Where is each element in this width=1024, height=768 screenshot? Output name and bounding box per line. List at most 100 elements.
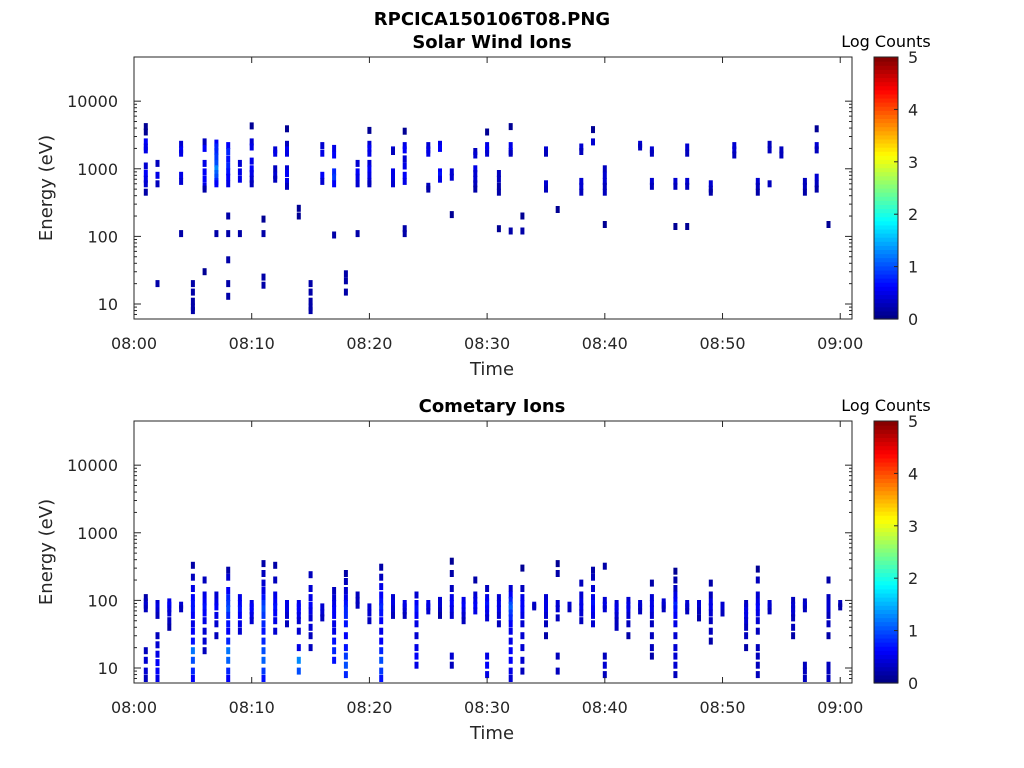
colorbar-segment <box>874 642 898 647</box>
y-tick-label: 10000 <box>67 456 118 475</box>
data-cell <box>602 171 607 179</box>
data-cell <box>226 162 231 170</box>
data-cell <box>473 185 478 193</box>
data-cell <box>508 656 513 664</box>
colorbar-segment <box>874 670 898 676</box>
data-cell <box>673 576 678 584</box>
data-cell <box>296 667 301 675</box>
data-cell <box>685 223 690 230</box>
data-cell <box>155 650 160 658</box>
data-cell <box>332 647 337 655</box>
data-cell <box>473 165 478 173</box>
data-cell <box>296 627 301 635</box>
data-cell <box>261 675 266 682</box>
data-cell <box>261 656 266 664</box>
data-cell <box>202 637 207 645</box>
data-cell <box>355 601 360 609</box>
data-cell <box>214 139 219 147</box>
data-cell <box>744 607 749 615</box>
colorbar-segment <box>874 261 898 267</box>
data-cell <box>579 603 584 611</box>
y-axis-label: Energy (eV) <box>36 499 57 605</box>
data-cell <box>438 596 442 604</box>
colorbar-segment <box>874 273 898 279</box>
data-cell <box>190 288 195 296</box>
colorbar-segment <box>874 478 898 483</box>
colorbar-segment <box>874 662 898 668</box>
data-cell <box>285 182 289 190</box>
data-cell <box>755 652 760 660</box>
data-cell <box>614 617 619 625</box>
data-cell <box>226 292 231 300</box>
y-tick-label: 100 <box>87 591 118 610</box>
data-cell <box>708 180 713 188</box>
data-cell <box>190 307 195 315</box>
data-cell <box>367 144 372 152</box>
data-cell <box>214 159 219 167</box>
colorbar-segment <box>874 441 898 447</box>
data-cell <box>591 126 595 134</box>
data-cell <box>673 223 678 230</box>
colorbar-segment <box>874 192 898 197</box>
data-cell <box>155 607 160 615</box>
data-cell <box>249 180 254 188</box>
data-cell <box>402 127 407 135</box>
data-cell <box>190 647 195 655</box>
data-cell <box>343 605 348 613</box>
data-cell <box>485 661 490 669</box>
colorbar-segment <box>874 502 898 508</box>
data-cell <box>367 165 372 173</box>
data-cell <box>237 594 242 602</box>
data-cell <box>755 591 760 599</box>
colorbar-segment <box>874 167 898 173</box>
data-cell <box>520 600 525 607</box>
data-cell <box>814 180 819 188</box>
colorbar-segment <box>874 290 898 296</box>
data-cell <box>355 596 360 604</box>
data-cell <box>755 565 760 573</box>
data-cell <box>426 142 431 150</box>
colorbar-segment <box>874 515 898 520</box>
data-cell <box>591 573 595 581</box>
colorbar-segment <box>874 511 898 516</box>
data-cell <box>261 594 266 602</box>
colorbar-segment <box>874 421 898 426</box>
data-cell <box>544 149 548 157</box>
data-cell <box>285 165 289 173</box>
data-cell <box>332 144 337 152</box>
data-cell <box>744 623 749 631</box>
colorbar-segment <box>874 580 898 586</box>
data-cell <box>308 607 313 615</box>
colorbar-segment <box>874 57 898 62</box>
data-cell <box>237 168 242 176</box>
data-cell <box>261 600 266 607</box>
data-cell <box>826 667 831 675</box>
data-cell <box>708 617 713 625</box>
spectrogram-panel-2: 08:00 08:10 08:20 08:30 08:40 08:50 09:0010100… <box>36 396 931 744</box>
data-cell <box>567 605 572 613</box>
data-cell <box>508 637 513 645</box>
colorbar-segment <box>874 269 898 275</box>
data-cell <box>449 557 454 565</box>
colorbar-segment <box>874 314 898 320</box>
data-cell <box>237 600 242 607</box>
colorbar-segment <box>874 183 898 189</box>
data-cell <box>343 288 348 296</box>
data-cell <box>449 661 454 669</box>
data-cell <box>226 675 231 682</box>
data-cell <box>402 230 407 238</box>
colorbar-segment <box>874 159 898 165</box>
colorbar-segment <box>874 171 898 177</box>
data-cell <box>296 617 301 625</box>
data-cell <box>697 614 701 622</box>
data-cell <box>143 123 148 131</box>
data-cell <box>237 620 242 628</box>
data-cell <box>661 601 666 609</box>
data-cell <box>438 144 442 152</box>
data-cell <box>591 566 595 574</box>
colorbar-segment <box>874 179 898 185</box>
x-tick-label: 08:40 <box>582 334 628 353</box>
data-cell <box>755 661 760 669</box>
data-cell <box>708 598 713 606</box>
colorbar-segment <box>874 523 898 529</box>
